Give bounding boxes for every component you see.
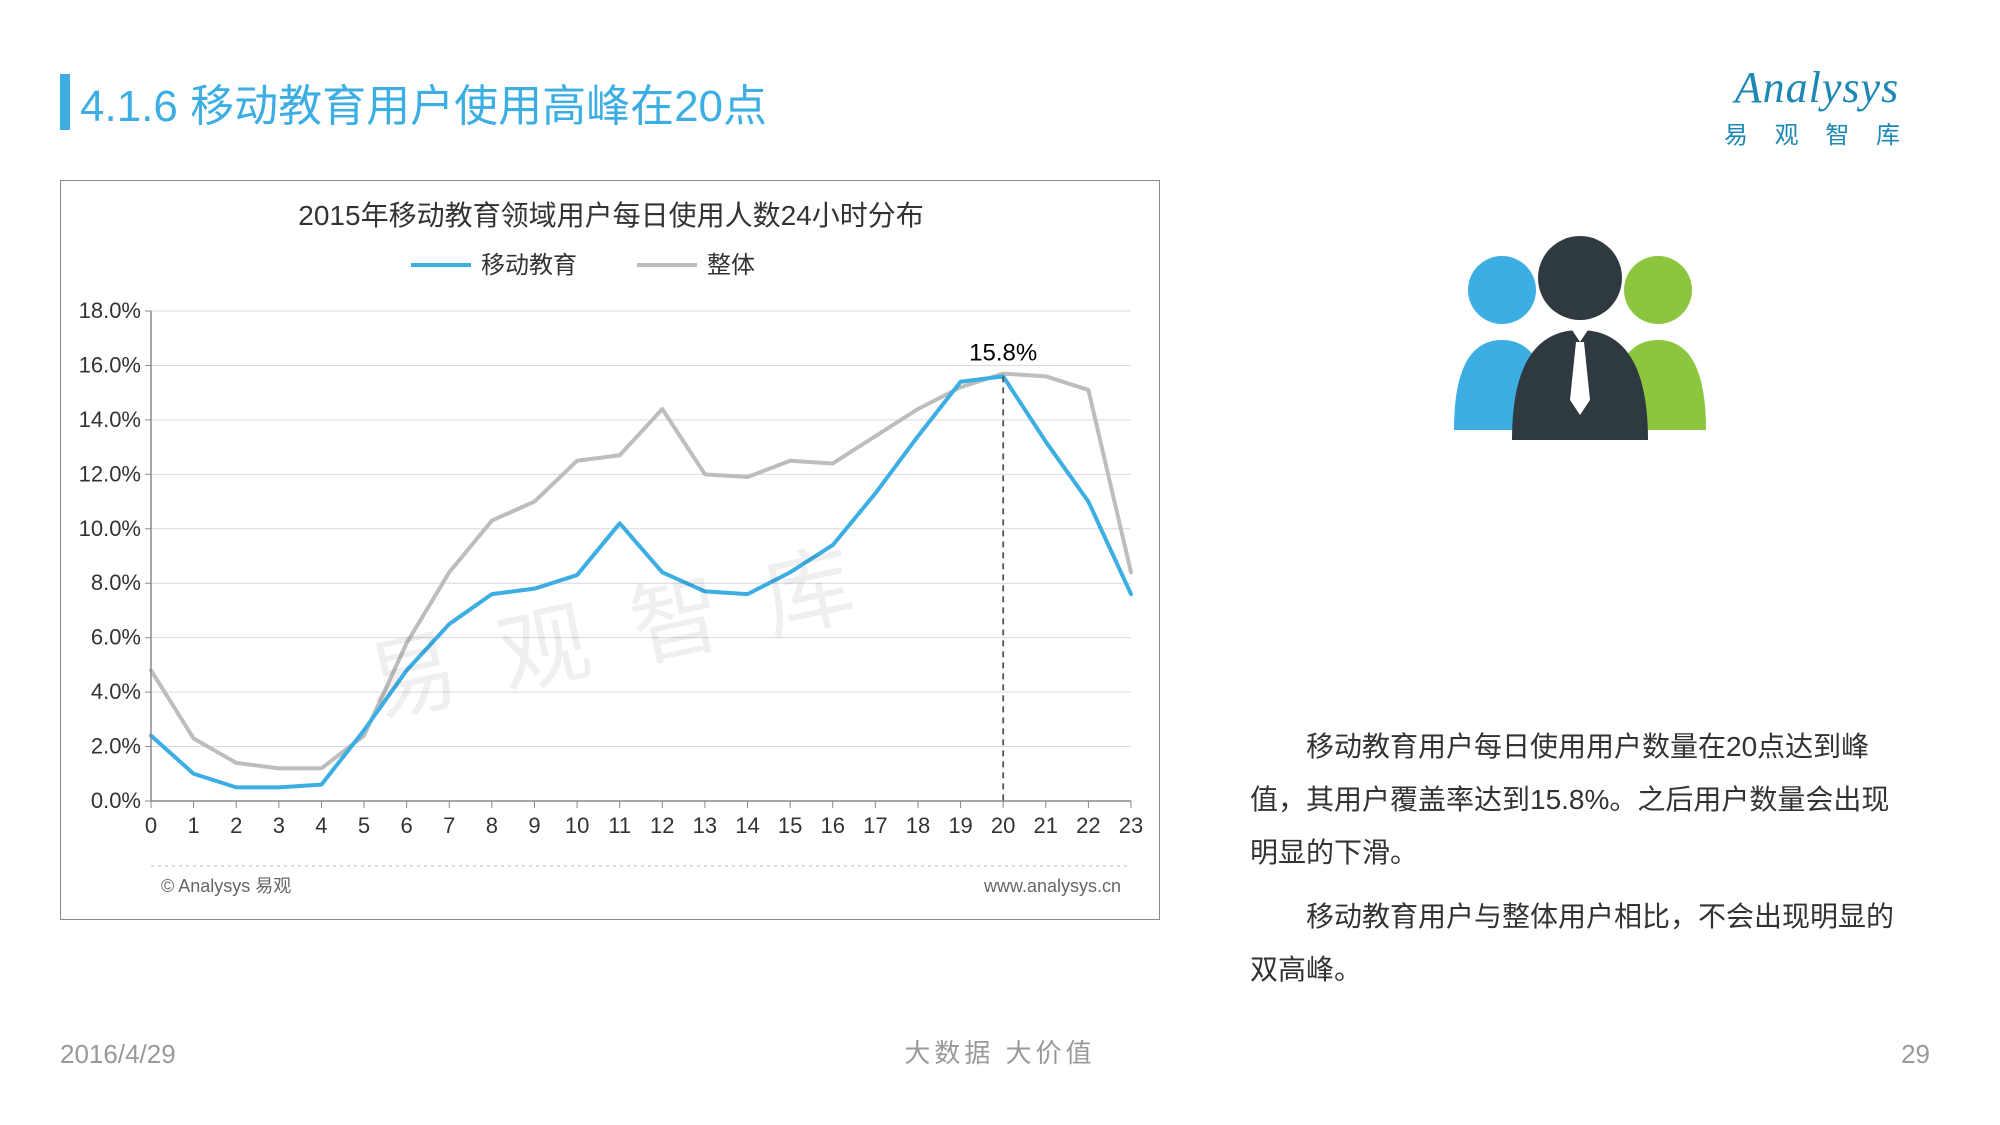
svg-text:3: 3 bbox=[273, 813, 285, 838]
svg-text:14: 14 bbox=[735, 813, 759, 838]
svg-text:5: 5 bbox=[358, 813, 370, 838]
svg-text:16.0%: 16.0% bbox=[79, 352, 141, 377]
svg-text:17: 17 bbox=[863, 813, 887, 838]
svg-text:移动教育: 移动教育 bbox=[481, 252, 577, 279]
svg-text:8.0%: 8.0% bbox=[91, 570, 141, 595]
people-icon bbox=[1430, 230, 1730, 455]
svg-text:22: 22 bbox=[1076, 813, 1100, 838]
svg-text:16: 16 bbox=[820, 813, 844, 838]
title-accent bbox=[60, 74, 70, 130]
svg-text:2.0%: 2.0% bbox=[91, 734, 141, 759]
svg-text:2: 2 bbox=[230, 813, 242, 838]
svg-text:19: 19 bbox=[948, 813, 972, 838]
svg-text:1: 1 bbox=[187, 813, 199, 838]
svg-text:18.0%: 18.0% bbox=[79, 298, 141, 323]
line-chart: 2015年移动教育领域用户每日使用人数24小时分布移动教育 整体 0.0% 2.0% 4… bbox=[61, 181, 1161, 921]
description-block: 移动教育用户每日使用用户数量在20点达到峰值，其用户覆盖率达到15.8%。之后用… bbox=[1250, 720, 1900, 1006]
svg-text:10: 10 bbox=[565, 813, 589, 838]
footer-date: 2016/4/29 bbox=[60, 1039, 176, 1070]
svg-text:4: 4 bbox=[315, 813, 327, 838]
svg-text:0: 0 bbox=[145, 813, 157, 838]
svg-text:8: 8 bbox=[486, 813, 498, 838]
page-title: 4.1.6 移动教育用户使用高峰在20点 bbox=[80, 70, 767, 134]
svg-text:整体: 整体 bbox=[707, 252, 755, 279]
svg-text:© Analysys 易观: © Analysys 易观 bbox=[161, 876, 291, 896]
svg-text:14.0%: 14.0% bbox=[79, 407, 141, 432]
title-bar: 4.1.6 移动教育用户使用高峰在20点 bbox=[60, 70, 767, 134]
svg-text:www.analysys.cn: www.analysys.cn bbox=[983, 876, 1121, 896]
svg-text:13: 13 bbox=[693, 813, 717, 838]
svg-text:15: 15 bbox=[778, 813, 802, 838]
svg-text:6: 6 bbox=[401, 813, 413, 838]
analysys-logo: Analysys 易 观 智 库 bbox=[1724, 62, 1910, 150]
footer-page: 29 bbox=[1901, 1039, 1930, 1070]
svg-text:21: 21 bbox=[1034, 813, 1058, 838]
svg-text:20: 20 bbox=[991, 813, 1015, 838]
svg-text:18: 18 bbox=[906, 813, 930, 838]
svg-text:10.0%: 10.0% bbox=[79, 516, 141, 541]
svg-text:4.0%: 4.0% bbox=[91, 679, 141, 704]
svg-text:15.8%: 15.8% bbox=[969, 339, 1037, 366]
description-p2: 移动教育用户与整体用户相比，不会出现明显的双高峰。 bbox=[1250, 890, 1900, 996]
svg-text:12.0%: 12.0% bbox=[79, 461, 141, 486]
svg-text:9: 9 bbox=[528, 813, 540, 838]
description-p1: 移动教育用户每日使用用户数量在20点达到峰值，其用户覆盖率达到15.8%。之后用… bbox=[1250, 720, 1900, 880]
svg-text:2015年移动教育领域用户每日使用人数24小时分布: 2015年移动教育领域用户每日使用人数24小时分布 bbox=[298, 200, 923, 231]
svg-text:0.0%: 0.0% bbox=[91, 788, 141, 813]
svg-text:12: 12 bbox=[650, 813, 674, 838]
svg-text:23: 23 bbox=[1119, 813, 1143, 838]
logo-sub-text: 易 观 智 库 bbox=[1724, 115, 1910, 150]
svg-text:7: 7 bbox=[443, 813, 455, 838]
footer-center: 大数据 大价值 bbox=[904, 1033, 1095, 1070]
svg-text:11: 11 bbox=[608, 813, 631, 838]
svg-text:6.0%: 6.0% bbox=[91, 625, 141, 650]
logo-main-text: Analysys bbox=[1724, 62, 1910, 113]
chart-container: 2015年移动教育领域用户每日使用人数24小时分布移动教育 整体 0.0% 2.0% 4… bbox=[60, 180, 1160, 920]
